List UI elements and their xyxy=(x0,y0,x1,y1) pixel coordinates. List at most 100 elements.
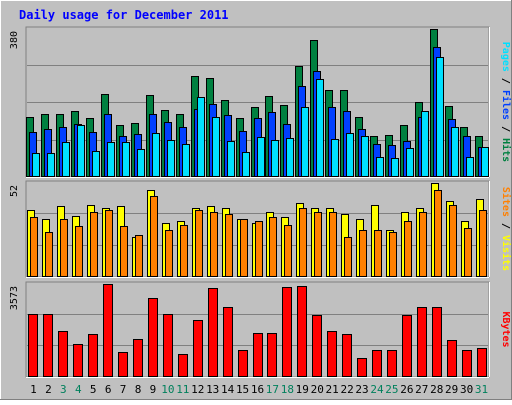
series-kbytes xyxy=(28,284,487,377)
bar-kbytes-day-26 xyxy=(402,315,412,377)
bar-kbytes-day-18 xyxy=(282,287,292,377)
bar-sites-day-28 xyxy=(434,190,442,277)
bar-sites-day-19 xyxy=(299,208,307,277)
bar-kbytes-day-25 xyxy=(387,350,397,377)
bar-sites-day-4 xyxy=(75,226,83,277)
bar-pages-day-9 xyxy=(152,133,160,177)
x-label-day-22: 22 xyxy=(340,383,353,396)
bar-sites-day-7 xyxy=(120,226,128,277)
bar-sites-day-25 xyxy=(389,232,397,277)
bar-kbytes-day-17 xyxy=(267,333,277,377)
x-axis-labels: 1 2 3 4 5 6 7 8 9 10 11 12 13 14 15 16 17 18 19 20 21 22 23 24 2… xyxy=(30,383,488,396)
bar-kbytes-day-7 xyxy=(118,352,128,377)
bar-kbytes-day-3 xyxy=(58,331,68,377)
bar-sites-day-1 xyxy=(30,217,38,277)
bar-pages-day-30 xyxy=(466,157,474,177)
x-label-day-2: 2 xyxy=(45,383,52,396)
bar-kbytes-day-5 xyxy=(88,334,98,377)
bar-sites-day-14 xyxy=(225,214,233,277)
bar-sites-day-21 xyxy=(329,212,337,277)
x-label-day-31: 31 xyxy=(475,383,488,396)
x-label-day-24: 24 xyxy=(370,383,384,396)
series-sites xyxy=(30,190,487,277)
y-axis-label-separator: / xyxy=(500,120,511,138)
bar-pages-day-13 xyxy=(212,117,220,177)
x-label-day-7: 7 xyxy=(120,383,127,396)
chart-panel-top: 380 Pages / Files / Hits xyxy=(9,26,512,178)
bar-pages-day-25 xyxy=(391,158,399,177)
bar-pages-day-5 xyxy=(92,151,100,177)
x-label-day-21: 21 xyxy=(326,383,339,396)
x-label-day-15: 15 xyxy=(236,383,249,396)
series-pages xyxy=(32,57,489,177)
bar-sites-day-18 xyxy=(284,225,292,277)
bar-pages-day-12 xyxy=(197,97,205,177)
bar-pages-day-6 xyxy=(107,142,115,177)
bar-sites-day-3 xyxy=(60,219,68,277)
x-label-day-17: 17 xyxy=(266,383,279,396)
bar-sites-day-17 xyxy=(269,217,277,277)
y-axis-label-visits: Visits xyxy=(500,235,512,271)
chart-panel-bottom: 3573 KBytes xyxy=(9,281,511,378)
bar-kbytes-day-30 xyxy=(462,350,472,377)
x-label-day-28: 28 xyxy=(430,383,443,396)
bar-sites-day-5 xyxy=(90,212,98,277)
y-axis-label-pages: Pages xyxy=(500,42,511,72)
bar-sites-day-22 xyxy=(344,237,352,277)
x-label-day-5: 5 xyxy=(90,383,97,396)
bar-pages-day-29 xyxy=(451,127,459,177)
bar-pages-day-31 xyxy=(481,147,489,177)
y-axis-label-hits: Hits xyxy=(500,138,512,162)
bar-pages-day-1 xyxy=(32,153,40,177)
bar-kbytes-day-29 xyxy=(447,340,457,377)
x-label-day-20: 20 xyxy=(311,383,324,396)
x-label-day-16: 16 xyxy=(251,383,264,396)
bar-sites-day-15 xyxy=(240,219,248,277)
bar-pages-day-14 xyxy=(227,141,235,177)
x-label-day-26: 26 xyxy=(400,383,413,396)
x-label-day-29: 29 xyxy=(445,383,458,396)
bar-kbytes-day-22 xyxy=(342,334,352,377)
bar-sites-day-6 xyxy=(105,210,113,277)
bar-sites-day-2 xyxy=(45,232,53,277)
y-axis-label: Sites / Visits xyxy=(500,187,512,271)
x-label-day-19: 19 xyxy=(296,383,309,396)
bar-pages-day-28 xyxy=(436,57,444,177)
bar-kbytes-day-2 xyxy=(43,314,53,377)
x-label-day-10: 10 xyxy=(161,383,174,396)
bar-pages-day-17 xyxy=(271,140,279,177)
y-axis-label: KBytes xyxy=(500,311,511,347)
bar-pages-day-3 xyxy=(62,142,70,177)
bar-kbytes-day-4 xyxy=(73,344,83,377)
bar-kbytes-day-20 xyxy=(312,315,322,377)
x-label-day-6: 6 xyxy=(105,383,112,396)
bar-kbytes-day-6 xyxy=(103,284,113,377)
bar-kbytes-day-23 xyxy=(357,358,367,377)
bar-pages-day-7 xyxy=(122,142,130,177)
x-label-day-4: 4 xyxy=(75,383,82,396)
bar-sites-day-16 xyxy=(255,221,263,277)
bar-pages-day-24 xyxy=(376,157,384,177)
bar-kbytes-day-1 xyxy=(28,314,38,377)
bar-pages-day-8 xyxy=(137,149,145,177)
chart-title: Daily usage for December 2011 xyxy=(19,8,229,22)
bar-pages-day-4 xyxy=(77,125,85,177)
bar-sites-day-24 xyxy=(374,230,382,277)
x-label-day-3: 3 xyxy=(60,383,67,396)
bar-sites-day-11 xyxy=(180,225,188,277)
bar-kbytes-day-8 xyxy=(133,339,143,377)
x-label-day-27: 27 xyxy=(415,383,428,396)
x-label-day-25: 25 xyxy=(385,383,398,396)
bar-sites-day-31 xyxy=(479,210,487,277)
chart-panels: 380 Pages / Files / Hits 52 Sites / Visits 3… xyxy=(9,26,512,378)
bar-sites-day-8 xyxy=(135,235,143,277)
bar-kbytes-day-21 xyxy=(327,331,337,377)
bar-pages-day-15 xyxy=(242,152,250,177)
bar-kbytes-day-15 xyxy=(238,350,248,377)
y-axis-label: Pages / Files / Hits xyxy=(500,42,512,162)
bar-kbytes-day-12 xyxy=(193,320,203,377)
x-label-day-9: 9 xyxy=(150,383,157,396)
chart-panel-mid: 52 Sites / Visits xyxy=(9,180,512,278)
